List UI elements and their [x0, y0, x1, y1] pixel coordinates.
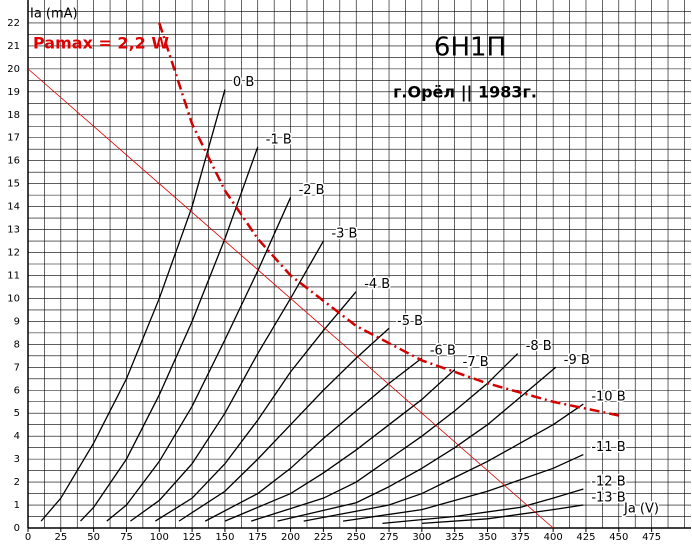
x-tick-label: 275	[379, 532, 398, 543]
y-tick-label: 21	[7, 41, 20, 52]
y-tick-label: 11	[7, 270, 20, 281]
curve-label: -6 В	[430, 344, 456, 359]
curve-label: -8 В	[526, 339, 552, 354]
y-tick-label: 15	[7, 179, 20, 190]
curve-label: -3 В	[331, 227, 357, 242]
pmax-label: Pamax = 2,2 W	[33, 34, 169, 53]
characteristic-curve	[421, 504, 584, 525]
curve-label: -2 В	[299, 183, 325, 198]
y-tick-label: 20	[7, 64, 20, 75]
x-tick-label: 25	[54, 532, 67, 543]
x-tick-label: 200	[281, 532, 300, 543]
plot	[27, 22, 620, 529]
y-tick-label: 7	[14, 362, 20, 373]
x-tick-label: 150	[215, 532, 234, 543]
y-tick-label: 1	[14, 500, 20, 511]
load-line	[27, 68, 554, 529]
y-axis-label: Ia (mA)	[30, 7, 78, 22]
grid	[27, 0, 691, 532]
curve-label: 0 В	[233, 75, 254, 90]
curve-label: -5 В	[397, 314, 423, 329]
characteristic-curve	[204, 357, 423, 522]
characteristic-curve	[155, 291, 357, 522]
x-tick-label: 450	[609, 532, 628, 543]
y-tick-label: 8	[14, 339, 20, 350]
curve-label: -4 В	[364, 277, 390, 292]
x-tick-label: 125	[183, 532, 202, 543]
characteristic-curve	[303, 403, 584, 522]
curve-label: -10 В	[591, 390, 625, 405]
characteristic-curve	[382, 488, 584, 525]
x-tick-label: 175	[248, 532, 267, 543]
y-tick-label: 12	[7, 248, 20, 259]
x-tick-label: 325	[445, 532, 464, 543]
y-tick-label: 6	[14, 385, 20, 396]
characteristic-curve	[40, 89, 226, 522]
characteristic-curve	[250, 353, 519, 522]
characteristic-curve	[342, 453, 584, 522]
y-tick-label: 0	[14, 523, 20, 534]
characteristic-curve	[224, 369, 456, 522]
characteristic-curve	[277, 366, 557, 522]
y-tick-label: 4	[14, 431, 20, 442]
x-tick-label: 375	[511, 532, 530, 543]
curve-label: -11 В	[591, 440, 625, 455]
curve-label: -1 В	[266, 132, 292, 147]
chart-title: 6Н1П	[434, 33, 506, 63]
y-tick-label: 5	[14, 408, 20, 419]
y-tick-label: 18	[7, 110, 20, 121]
characteristic-curve	[106, 197, 292, 522]
characteristic-curve	[80, 146, 259, 522]
y-tick-label: 16	[7, 156, 20, 167]
chart-subtitle: г.Орёл || 1983г.	[393, 83, 537, 103]
x-tick-label: 400	[544, 532, 563, 543]
x-tick-label: 250	[347, 532, 366, 543]
y-tick-label: 17	[7, 133, 20, 144]
y-tick-label: 9	[14, 316, 20, 327]
y-tick-label: 14	[7, 202, 20, 213]
y-tick-label: 19	[7, 87, 20, 98]
x-tick-label: 50	[87, 532, 100, 543]
curve-label: -12 В	[591, 474, 625, 489]
x-tick-label: 350	[478, 532, 497, 543]
y-tick-label: 10	[7, 293, 20, 304]
x-tick-label: 75	[120, 532, 133, 543]
y-tick-label: 13	[7, 225, 20, 236]
x-tick-label: 225	[314, 532, 333, 543]
y-tick-label: 22	[7, 18, 20, 29]
power-limit-curve	[158, 22, 620, 417]
x-tick-label: 475	[642, 532, 661, 543]
y-tick-label: 2	[14, 477, 20, 488]
characteristic-curve	[178, 327, 390, 522]
x-axis-label: Ja (V)	[623, 502, 659, 517]
y-tick-label: 3	[14, 454, 20, 465]
x-tick-label: 425	[576, 532, 595, 543]
x-tick-label: 0	[25, 532, 31, 543]
x-tick-label: 300	[412, 532, 431, 543]
curve-label: -9 В	[564, 353, 590, 368]
curve-label: -13 В	[591, 491, 625, 506]
x-tick-label: 100	[150, 532, 169, 543]
curve-label: -7 В	[463, 355, 489, 370]
